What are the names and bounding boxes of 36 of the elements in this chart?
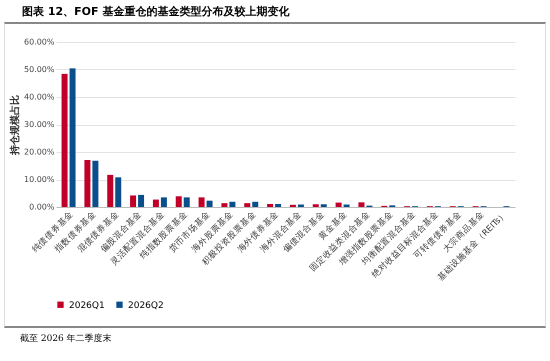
text: 截至 2026 年二季度末 [19,332,113,345]
y-tick-label: 40.00% [24,92,55,102]
bar [92,160,98,207]
bar [152,200,159,207]
y-tick-label: 50.00% [24,65,55,74]
bar [184,197,190,207]
legend-label: 2026Q2 [128,300,164,311]
bar [358,202,364,207]
bar [70,68,76,207]
y-tick-label: 60.00% [24,38,55,46]
bar [336,202,342,207]
bar [176,196,182,207]
bar [62,74,68,207]
bar [252,202,258,207]
bar [267,204,274,207]
bar [244,203,250,207]
bar [115,177,122,207]
bar [229,202,236,207]
bar [138,194,144,207]
bar [198,197,205,207]
y-tick-label: 10.00% [24,175,55,184]
bar [275,204,282,207]
bar [320,204,327,207]
y-tick-label: 0.00% [29,202,55,212]
bar [221,203,228,207]
y-tick-label: 20.00% [24,148,55,156]
y-tick-label: 30.00% [24,120,55,129]
bar [130,195,136,207]
bar [107,174,114,207]
bar [84,160,90,207]
bar [312,204,319,207]
chart-title: 图表 12、FOF 基金重仓的基金类型分布及较上期变化 [21,4,290,20]
bar [160,197,167,207]
y-axis-title: 持仓规模占比 [8,95,21,156]
bar [206,200,213,207]
legend-label: 2026Q1 [69,300,105,311]
